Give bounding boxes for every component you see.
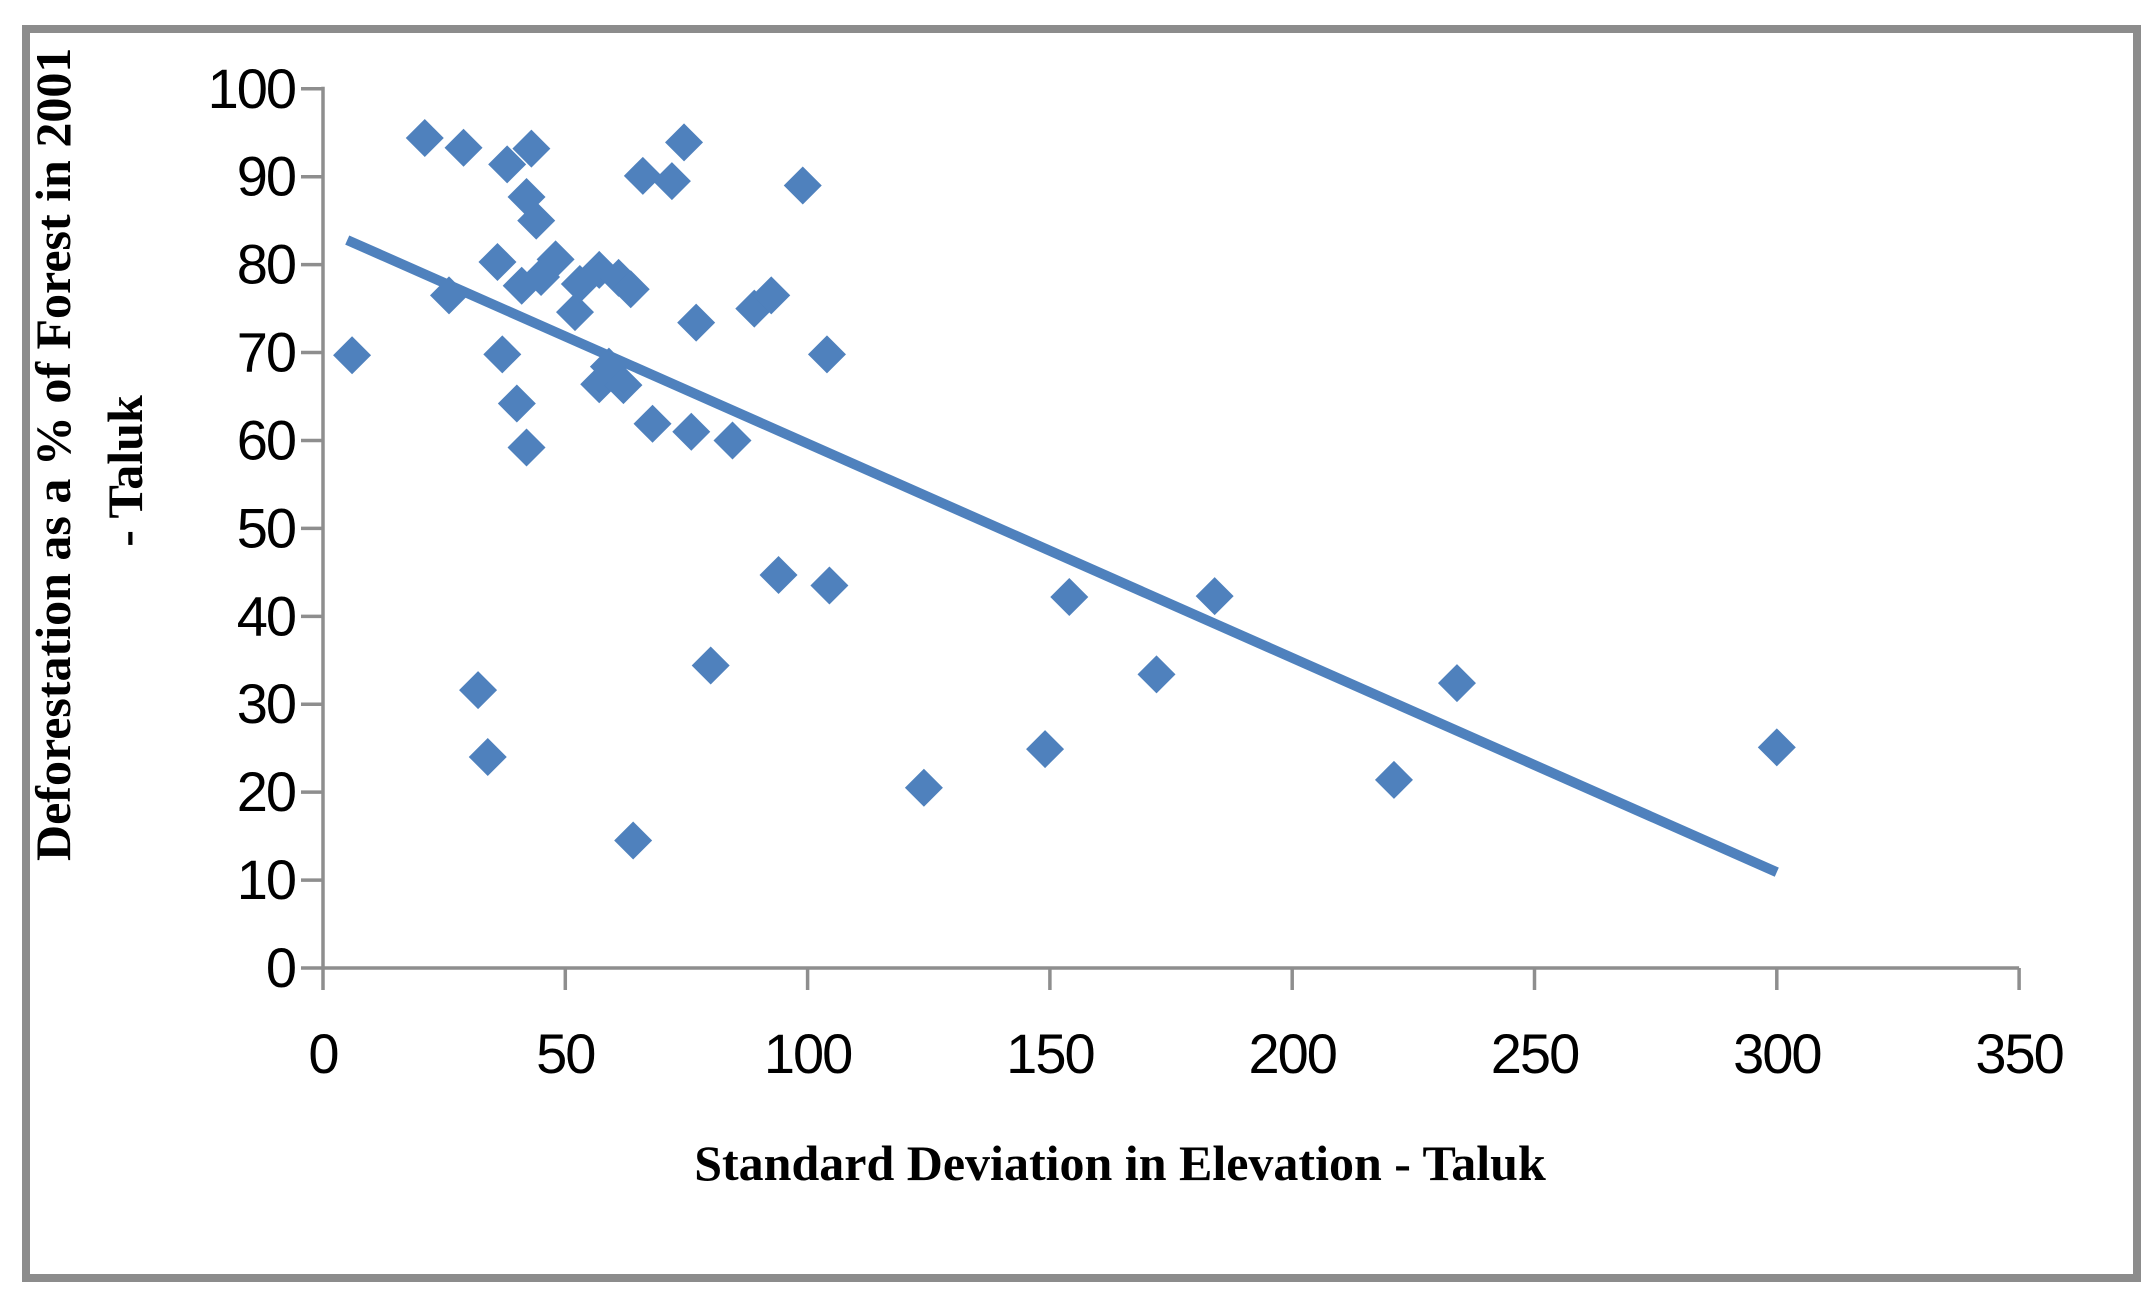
data-point [555, 293, 594, 332]
data-point [405, 119, 444, 158]
data-point [904, 768, 943, 807]
y-tick-label: 60 [237, 408, 295, 471]
data-point [633, 404, 672, 443]
x-tick-label: 250 [1491, 1022, 1578, 1085]
x-tick-label: 200 [1248, 1022, 1335, 1085]
data-point [665, 123, 704, 162]
y-axis-title-line1: Deforestation as a % of Forest in 2001 [25, 47, 81, 861]
data-point [677, 303, 716, 342]
data-point [783, 166, 822, 205]
data-point [1437, 664, 1476, 703]
y-tick-label: 20 [237, 760, 295, 823]
data-point [507, 428, 546, 467]
data-point [488, 145, 527, 184]
data-point [810, 566, 849, 605]
trendline [345, 235, 1779, 877]
axes [321, 86, 2020, 970]
data-point [614, 821, 653, 860]
data-point [483, 335, 522, 374]
y-tick-label: 100 [208, 57, 295, 120]
x-tick-label: 0 [308, 1022, 337, 1085]
data-point [536, 240, 575, 279]
data-point [459, 671, 498, 710]
data-point [611, 270, 650, 309]
data-point [517, 201, 556, 240]
x-tick-label: 350 [1975, 1022, 2062, 1085]
data-point [672, 412, 711, 451]
x-tick-label: 50 [536, 1022, 594, 1085]
y-tick-label: 10 [237, 848, 295, 911]
data-point [1374, 760, 1413, 799]
data-point [444, 128, 483, 167]
data-point [807, 335, 846, 374]
data-point [1137, 655, 1176, 694]
x-axis-title: Standard Deviation in Elevation - Taluk [694, 1135, 1546, 1191]
figure-border [22, 25, 2141, 1282]
x-tick-label: 300 [1733, 1022, 1820, 1085]
trendline-segment [345, 235, 1779, 877]
data-point [759, 555, 798, 594]
data-point [1050, 577, 1089, 616]
y-tick-label: 40 [237, 584, 295, 647]
tick-marks [301, 87, 2021, 990]
data-point [713, 421, 752, 460]
data-point [333, 336, 372, 375]
data-point [512, 129, 551, 168]
data-point [429, 276, 468, 315]
x-tick-label: 150 [1006, 1022, 1093, 1085]
tick-labels: 0 10 20 30 40 50 60 70 80 90 100 0 50 100 150 200 250 300… [208, 57, 2065, 1085]
data-point [1757, 728, 1796, 767]
y-tick-label: 0 [266, 936, 295, 999]
data-point [478, 243, 517, 282]
data-point [497, 384, 536, 423]
data-point [604, 366, 643, 405]
data-point [1195, 577, 1234, 616]
data-point [1026, 730, 1065, 769]
data-point [652, 162, 691, 201]
y-axis-title-line2: - Taluk [97, 395, 153, 547]
y-tick-label: 50 [237, 496, 295, 559]
data-point [468, 737, 507, 776]
data-point [623, 156, 662, 195]
data-point [752, 276, 791, 315]
y-tick-label: 30 [237, 672, 295, 735]
y-tick-label: 80 [237, 233, 295, 296]
data-point [691, 646, 730, 685]
y-tick-label: 70 [237, 321, 295, 384]
data-points [333, 119, 1796, 860]
x-tick-label: 100 [764, 1022, 851, 1085]
y-tick-label: 90 [237, 145, 295, 208]
